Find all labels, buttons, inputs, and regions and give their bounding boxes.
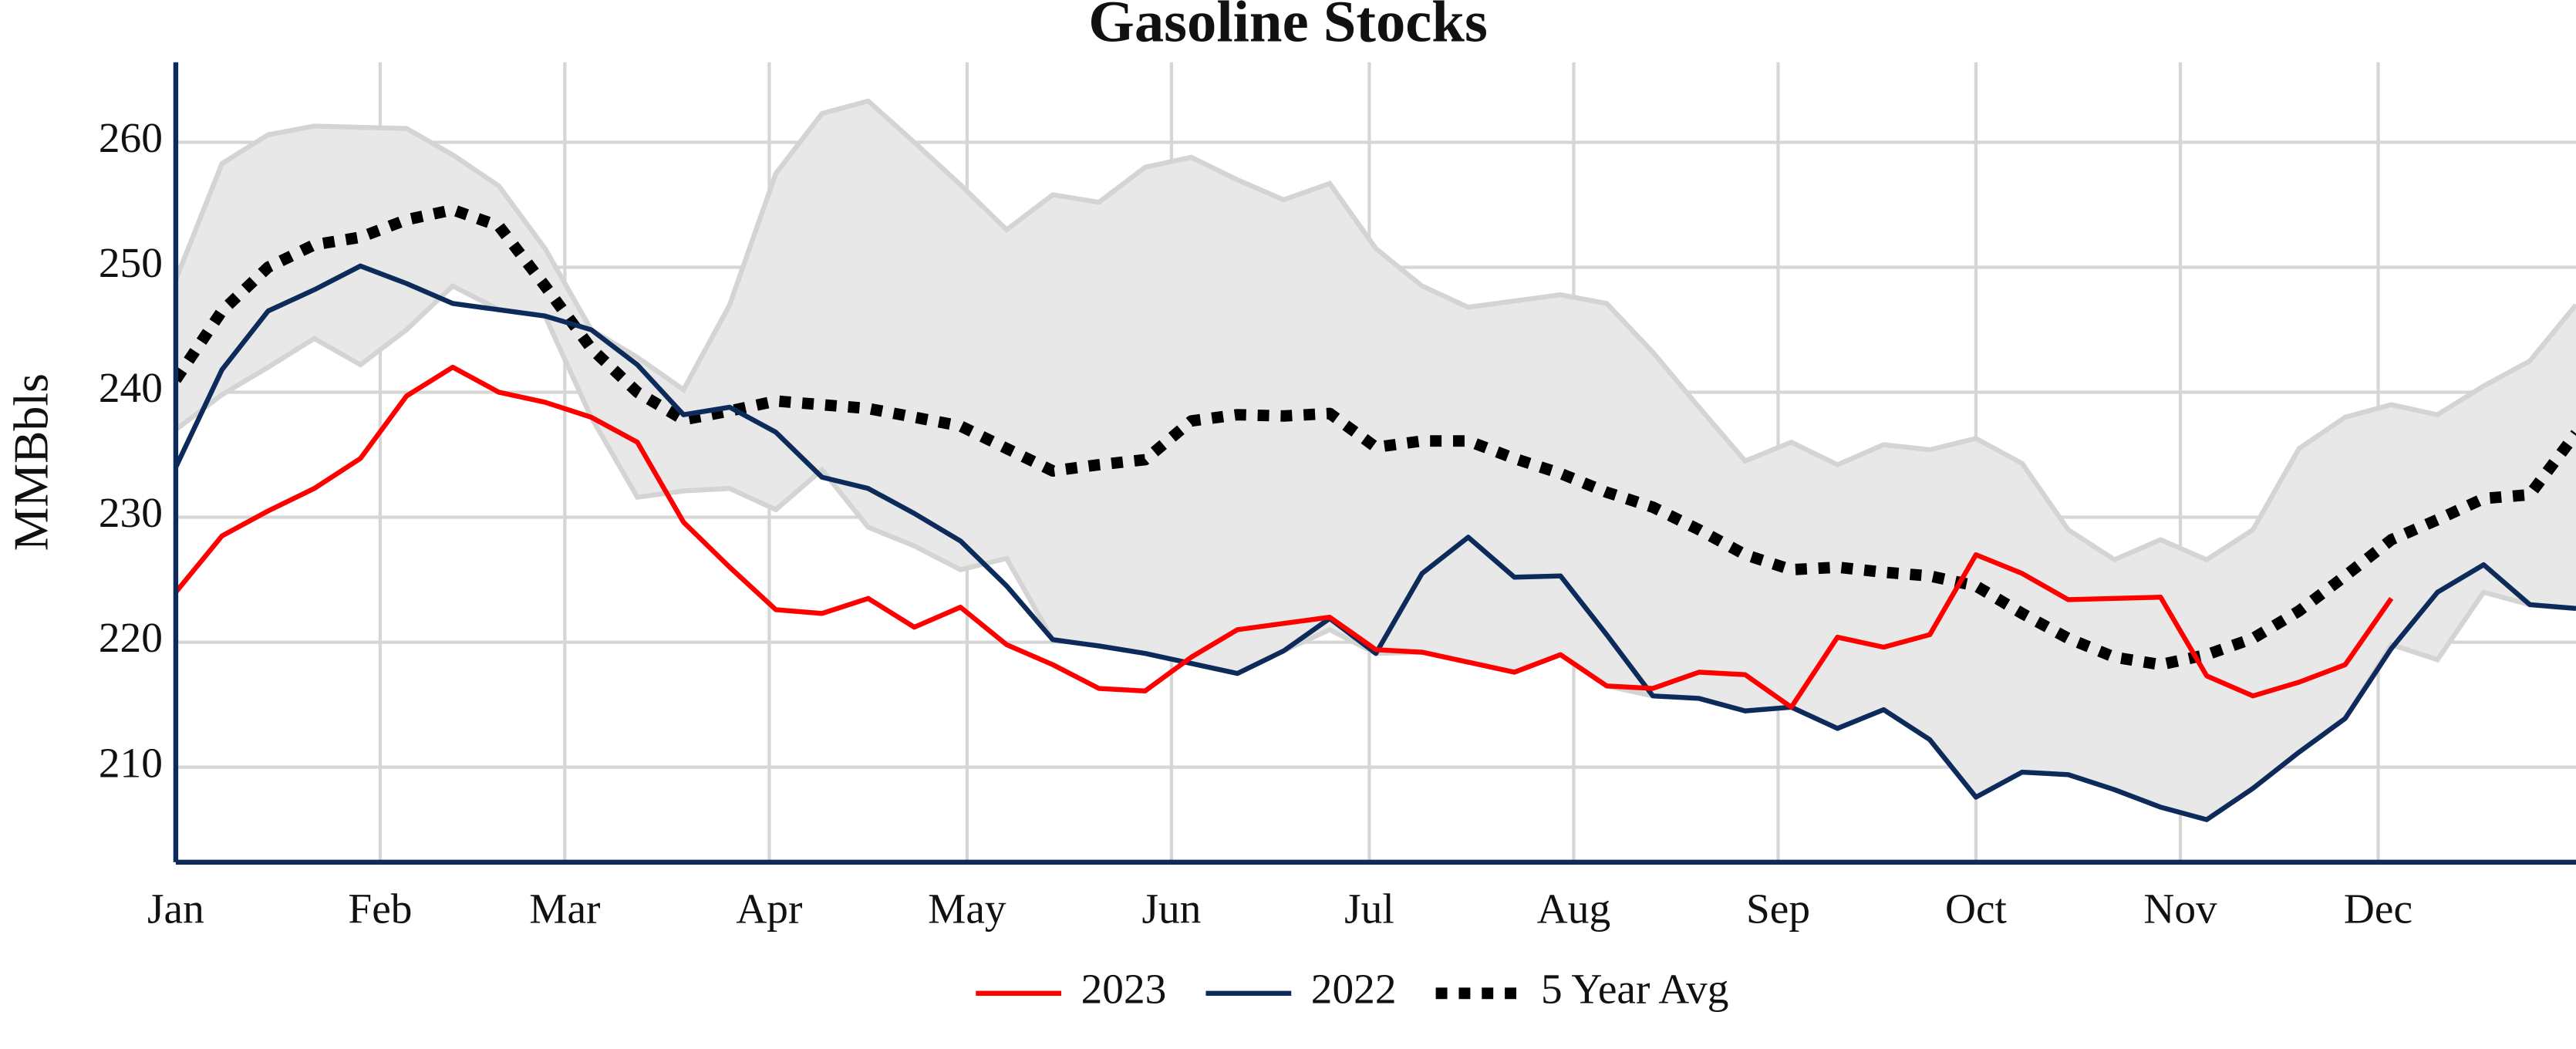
x-tick-label: Feb <box>348 885 412 932</box>
y-tick-label: 260 <box>99 114 163 161</box>
legend-label: 2023 <box>1081 965 1167 1012</box>
x-tick-label: Mar <box>529 885 600 932</box>
x-tick-label: Jul <box>1344 885 1394 932</box>
x-tick-label: Nov <box>2143 885 2217 932</box>
x-tick-label: Jan <box>147 885 204 932</box>
x-tick-label: Jun <box>1141 885 1201 932</box>
y-axis-label: MMBbls <box>3 373 58 551</box>
plot-area <box>175 98 2576 823</box>
x-tick-label: May <box>928 885 1006 932</box>
x-tick-label: Aug <box>1537 885 1610 932</box>
x-tick-label: Sep <box>1746 885 1810 932</box>
chart-title: Gasoline Stocks <box>1088 0 1488 55</box>
band-upper-edge <box>175 98 2576 563</box>
series-line <box>175 364 2394 710</box>
x-tick-label: Dec <box>2344 885 2412 932</box>
x-tick-label: Apr <box>736 885 802 932</box>
series-line <box>175 263 2576 822</box>
range-band <box>175 100 2576 820</box>
series-line <box>175 204 2576 671</box>
y-tick-label: 230 <box>99 489 163 536</box>
x-tick-label: Oct <box>1945 885 2008 932</box>
y-tick-label: 250 <box>99 239 163 286</box>
axes <box>173 62 2576 865</box>
legend-label: 2022 <box>1311 965 1397 1012</box>
legend-label: 5 Year Avg <box>1541 965 1729 1012</box>
y-tick-label: 220 <box>99 614 163 661</box>
legend: 2023 2022 5 Year Avg <box>976 965 1728 1012</box>
tick-labels: 210 220 230 240 250 260 Jan Feb Mar Apr May Jun Jul A… <box>99 114 2412 932</box>
y-tick-label: 240 <box>99 364 163 411</box>
y-tick-label: 210 <box>99 739 163 786</box>
